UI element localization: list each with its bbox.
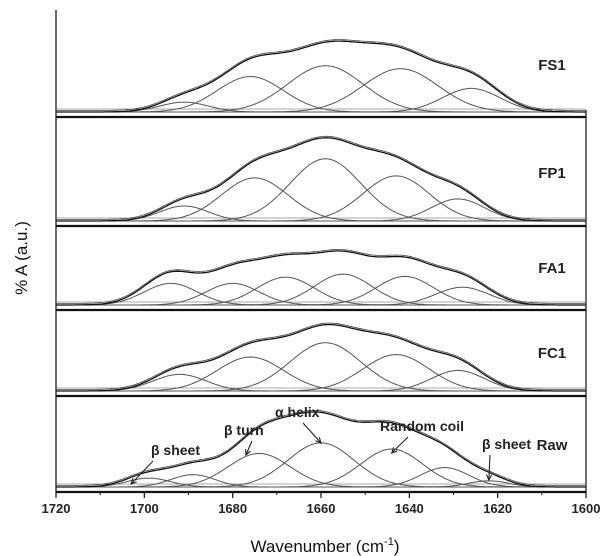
- envelope-fit: [56, 411, 586, 488]
- band-component-5: [56, 448, 586, 488]
- band-component-3: [56, 65, 586, 113]
- envelope-fit: [56, 250, 586, 306]
- envelope-measured: [56, 39, 586, 111]
- annotation-arrowhead: [245, 448, 251, 457]
- x-tick-label: 1660: [307, 501, 336, 516]
- x-tick-label: 1680: [218, 501, 247, 516]
- envelope-measured: [56, 249, 586, 304]
- envelope-measured: [56, 135, 586, 220]
- panel-fc1: FC1: [56, 322, 586, 398]
- band-component-5: [56, 369, 586, 392]
- panel-fs1: FS1: [56, 39, 586, 119]
- band-annotation: β sheet: [482, 436, 531, 452]
- x-tick-label: 1600: [572, 501, 601, 516]
- band-component-5: [56, 198, 586, 222]
- band-component-3: [56, 342, 586, 392]
- annotation-arrow: [245, 440, 253, 456]
- envelope-measured: [56, 409, 586, 486]
- panel-fa1: FA1: [56, 249, 586, 312]
- panel-label: FP1: [538, 165, 566, 182]
- panel-label: FA1: [538, 260, 566, 277]
- annotation-arrow: [130, 460, 154, 485]
- envelope-measured: [56, 322, 586, 390]
- annotation-arrow: [391, 436, 409, 454]
- band-component-3: [56, 158, 586, 222]
- band-component-2: [56, 76, 586, 113]
- x-axis: 1720 1700 1680 1660 1640 1620 1600: [42, 492, 601, 516]
- band-component-6: [56, 286, 586, 306]
- band-component-5: [56, 87, 586, 113]
- band-component-4: [56, 68, 586, 113]
- annotation-arrowhead: [130, 478, 137, 485]
- annotation-arrowhead: [485, 474, 493, 482]
- x-axis-title: Wavenumber (cm-1): [251, 536, 400, 556]
- panel-label: Raw: [537, 437, 568, 454]
- band-annotation: α helix: [275, 404, 320, 420]
- band-component-7: [56, 480, 586, 488]
- spectra-panels: FS1 FP1 FA1 FC1 Raw β sheet β turn α helix Rando…: [56, 39, 586, 494]
- band-annotation: β sheet: [151, 442, 200, 458]
- annotation-arrowhead: [315, 437, 322, 444]
- x-tick-label: 1700: [130, 501, 159, 516]
- envelope-fit: [56, 323, 586, 392]
- annotation-arrow: [488, 454, 491, 481]
- panel-fp1: FP1: [56, 135, 586, 228]
- band-annotation: β turn: [224, 422, 264, 438]
- panel-label: FS1: [538, 57, 566, 74]
- band-annotation: Random coil: [380, 418, 464, 434]
- x-tick-label: 1720: [42, 501, 71, 516]
- envelope-fit: [56, 40, 586, 113]
- annotation-arrowhead: [390, 447, 398, 454]
- band-component-2: [56, 474, 586, 488]
- annotation-arrow: [302, 422, 322, 444]
- y-axis-title: % A (a.u.): [12, 221, 31, 295]
- panel-label: FC1: [538, 345, 566, 362]
- x-tick-label: 1620: [483, 501, 512, 516]
- x-tick-label: 1640: [395, 501, 424, 516]
- envelope-fit: [56, 137, 586, 222]
